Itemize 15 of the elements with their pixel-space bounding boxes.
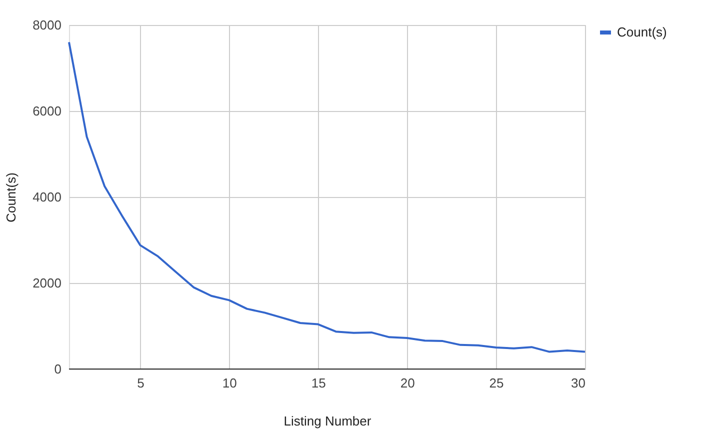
x-tick-label: 10	[222, 376, 237, 390]
y-tick-label: 8000	[32, 18, 62, 32]
x-axis-title: Listing Number	[284, 414, 372, 428]
y-axis-title: Count(s)	[4, 172, 19, 222]
y-tick-label: 2000	[32, 276, 62, 290]
x-tick-label: 30	[571, 376, 586, 390]
y-tick-label: 0	[54, 362, 62, 376]
legend-label: Count(s)	[617, 24, 667, 40]
y-tick-label: 4000	[32, 190, 62, 204]
x-tick-label: 5	[137, 376, 144, 390]
x-tick-label: 15	[311, 376, 326, 390]
x-tick-label: 25	[489, 376, 504, 390]
line-series	[68, 41, 586, 353]
x-tick-label: 20	[400, 376, 415, 390]
y-tick-label: 6000	[32, 104, 62, 118]
